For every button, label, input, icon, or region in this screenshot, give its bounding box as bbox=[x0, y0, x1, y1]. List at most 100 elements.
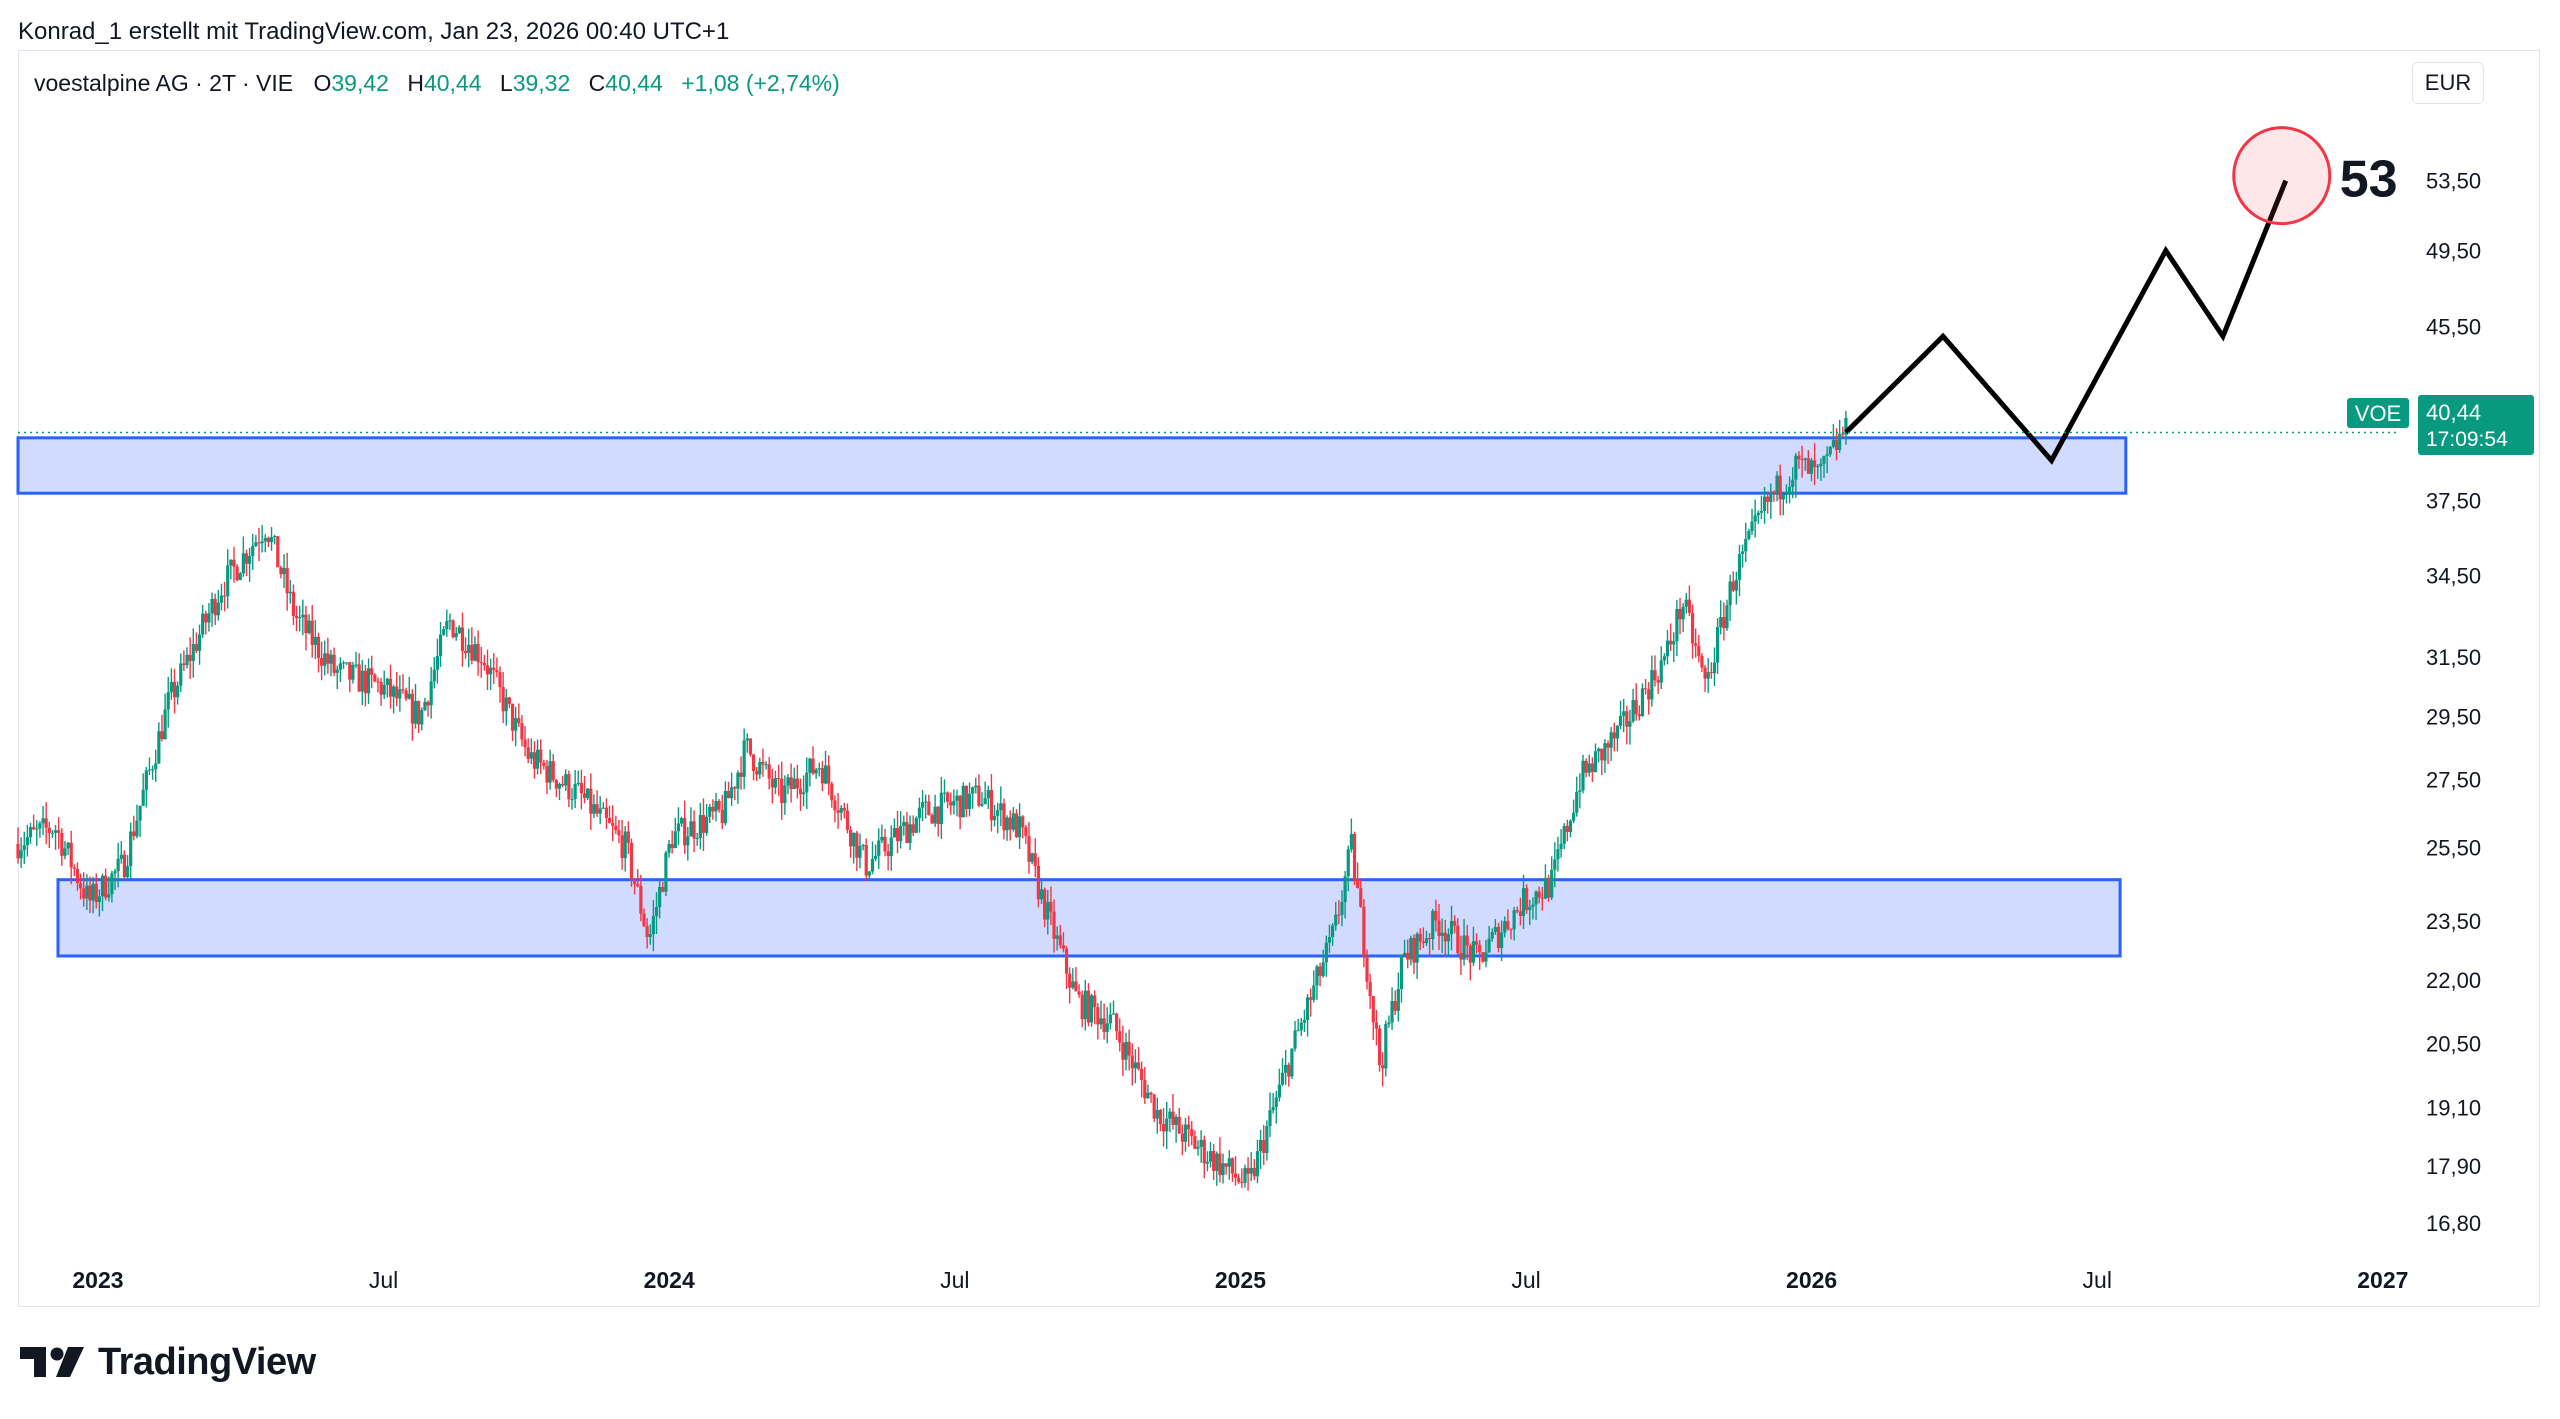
candle bbox=[179, 653, 183, 693]
candle bbox=[1124, 1032, 1128, 1071]
candle bbox=[592, 794, 596, 819]
candle bbox=[1221, 1153, 1225, 1184]
y-tick-label: 27,50 bbox=[2426, 767, 2481, 792]
candle bbox=[88, 876, 92, 913]
candle bbox=[561, 775, 565, 788]
candle bbox=[861, 843, 865, 851]
candle bbox=[1694, 628, 1698, 658]
candle bbox=[1102, 1003, 1106, 1040]
candle bbox=[983, 781, 987, 805]
candle bbox=[248, 547, 252, 582]
support-zone-1[interactable] bbox=[16, 436, 2128, 495]
support-zone-2[interactable] bbox=[56, 878, 2122, 958]
ticker-tag[interactable] bbox=[2347, 398, 2409, 428]
candle bbox=[692, 810, 696, 853]
candle bbox=[438, 621, 443, 667]
candle bbox=[1471, 926, 1476, 966]
candle bbox=[251, 533, 255, 571]
candle bbox=[226, 549, 230, 609]
candle bbox=[711, 799, 715, 820]
candle bbox=[1287, 1062, 1291, 1087]
candle bbox=[1180, 1124, 1184, 1156]
candle bbox=[1487, 925, 1491, 954]
candle bbox=[1324, 935, 1328, 977]
candle bbox=[1212, 1143, 1216, 1180]
price-tag-countdown: 17:09:54 bbox=[2426, 428, 2508, 451]
candle bbox=[166, 676, 170, 728]
candle bbox=[1553, 842, 1557, 888]
candle bbox=[1678, 597, 1682, 635]
candle bbox=[341, 660, 346, 669]
candle bbox=[1440, 918, 1444, 954]
candle bbox=[298, 605, 302, 632]
candle bbox=[1813, 442, 1817, 486]
candle bbox=[1146, 1084, 1150, 1099]
candle bbox=[802, 775, 806, 807]
candle bbox=[1343, 870, 1347, 919]
candle bbox=[1659, 646, 1663, 689]
candle bbox=[1227, 1150, 1231, 1180]
candle bbox=[1252, 1158, 1256, 1181]
candle bbox=[194, 632, 199, 654]
candle bbox=[811, 746, 815, 776]
candle bbox=[53, 824, 58, 850]
candle bbox=[1747, 528, 1751, 541]
y-tick-label: 19,10 bbox=[2426, 1095, 2481, 1120]
candle bbox=[920, 790, 925, 822]
candle bbox=[35, 820, 39, 846]
ohlc-legend: voestalpine AG · 2T · VIE O39,42 H40,44 … bbox=[34, 70, 844, 97]
candle bbox=[1490, 928, 1494, 942]
candle bbox=[1669, 623, 1673, 652]
candle bbox=[517, 703, 521, 727]
candle bbox=[761, 748, 765, 777]
candle bbox=[1406, 939, 1410, 969]
candle bbox=[601, 802, 605, 809]
tradingview-logo-icon bbox=[20, 1347, 84, 1377]
tradingview-logo[interactable]: TradingView bbox=[20, 1338, 316, 1386]
candle bbox=[1675, 599, 1679, 656]
candle bbox=[683, 800, 687, 855]
candle bbox=[332, 647, 336, 677]
candle bbox=[1218, 1137, 1222, 1183]
candle bbox=[661, 881, 665, 893]
candle bbox=[942, 779, 947, 803]
candle bbox=[1741, 544, 1745, 568]
candle bbox=[924, 794, 928, 819]
candle bbox=[1584, 758, 1588, 778]
candle bbox=[1762, 486, 1767, 524]
candle bbox=[874, 844, 878, 862]
candle bbox=[94, 873, 98, 909]
candle bbox=[144, 766, 148, 808]
candle bbox=[1831, 423, 1835, 449]
candle bbox=[996, 802, 1000, 834]
candle bbox=[232, 546, 236, 583]
currency-selector[interactable]: EUR bbox=[2412, 62, 2484, 104]
candle bbox=[1396, 972, 1400, 1022]
candle bbox=[764, 761, 768, 770]
legend-low: 39,32 bbox=[512, 70, 571, 96]
candle bbox=[351, 661, 355, 684]
candle bbox=[391, 684, 396, 714]
candle bbox=[172, 668, 177, 714]
candle bbox=[69, 830, 73, 885]
candle bbox=[1381, 1052, 1385, 1087]
candle bbox=[1428, 933, 1432, 957]
candle bbox=[946, 791, 950, 809]
chart-canvas[interactable]: 53,5049,5045,5041,5037,5034,5031,5029,50… bbox=[0, 0, 2560, 1310]
candle bbox=[423, 697, 427, 711]
legend-low-label: L bbox=[499, 70, 513, 96]
candle bbox=[567, 770, 571, 808]
candle bbox=[82, 872, 86, 907]
candle bbox=[1099, 1000, 1103, 1030]
projection-path[interactable] bbox=[1844, 179, 2289, 465]
candle bbox=[420, 707, 424, 731]
candle bbox=[125, 855, 130, 882]
candle bbox=[1722, 602, 1726, 641]
candle bbox=[263, 534, 267, 553]
candle bbox=[1096, 1002, 1100, 1040]
candle bbox=[107, 876, 111, 902]
candle bbox=[385, 677, 389, 698]
candle bbox=[814, 767, 818, 779]
legend-symbol[interactable]: voestalpine AG · 2T · VIE bbox=[34, 70, 294, 96]
candle bbox=[1368, 973, 1372, 1009]
